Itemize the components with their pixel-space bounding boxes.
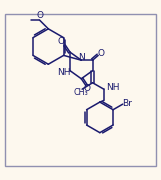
Text: N: N	[78, 53, 85, 62]
Text: O: O	[58, 37, 65, 46]
Text: NH: NH	[106, 83, 120, 92]
Text: O: O	[84, 84, 91, 93]
Text: NH: NH	[57, 68, 71, 77]
Text: Br: Br	[122, 99, 132, 108]
Text: CH₃: CH₃	[73, 88, 88, 97]
Text: O: O	[36, 12, 43, 21]
Text: O: O	[98, 49, 105, 58]
FancyBboxPatch shape	[5, 14, 156, 166]
